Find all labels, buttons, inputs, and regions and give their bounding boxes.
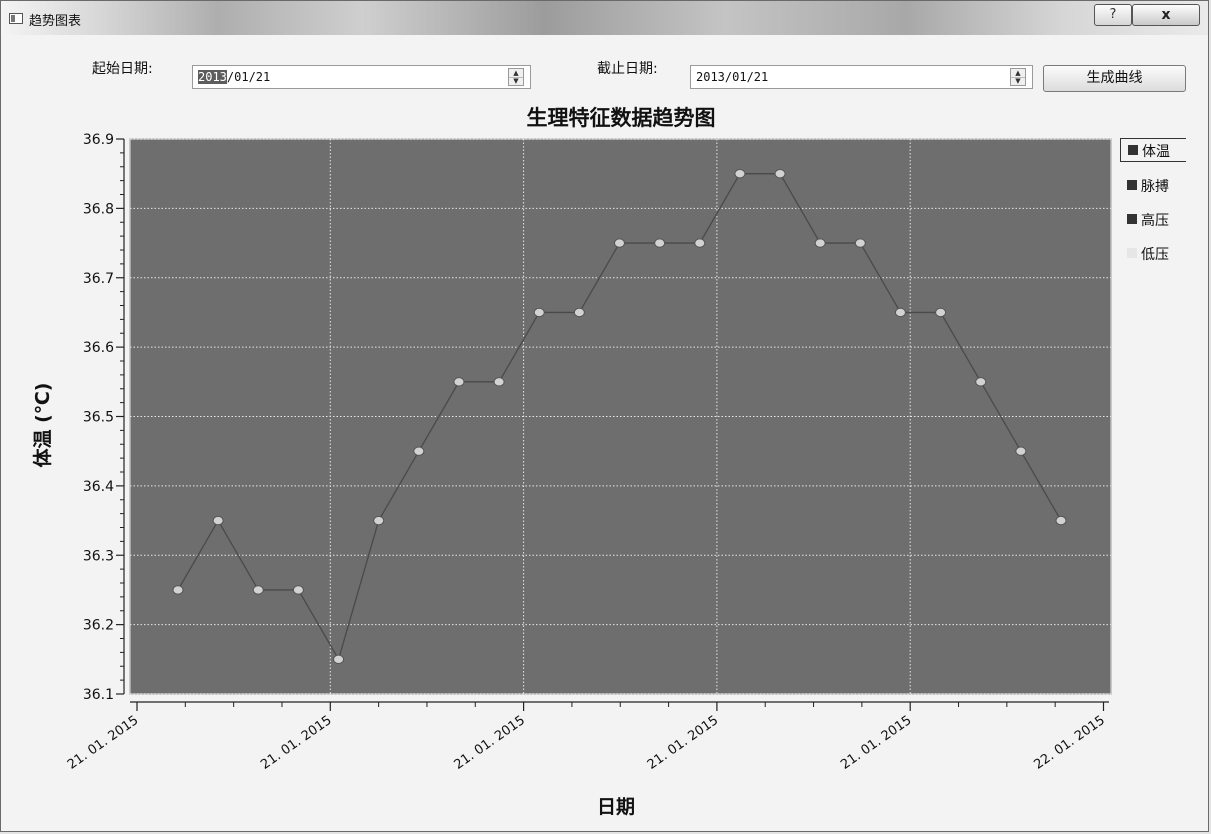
generate-curve-button[interactable]: 生成曲线	[1043, 65, 1186, 92]
spin-down-icon[interactable]: ▼	[1015, 77, 1021, 85]
legend-label: 体温	[1142, 144, 1170, 160]
x-axis-label: 日期	[597, 796, 635, 818]
help-button[interactable]: ?	[1094, 4, 1132, 26]
end-date-value: 2013/01/21	[696, 70, 769, 84]
y-tick-label: 36.7	[83, 271, 114, 287]
data-point	[1055, 515, 1067, 526]
data-point	[533, 307, 545, 318]
start-date-field[interactable]: 2013/01/21 ▲ ▼	[192, 65, 531, 89]
data-point	[333, 654, 345, 665]
y-axis-label: 体温 (℃)	[31, 383, 54, 468]
end-date-spinner[interactable]: ▲ ▼	[1010, 68, 1026, 86]
y-tick-label: 36.9	[83, 132, 114, 148]
data-point	[694, 238, 706, 248]
chart-legend: 体温 脉搏 高压 低压	[1120, 138, 1186, 276]
start-date-label: 起始日期:	[92, 61, 153, 77]
data-point	[894, 307, 906, 318]
close-button[interactable]: x	[1132, 4, 1200, 26]
legend-item[interactable]: 体温	[1120, 138, 1186, 162]
legend-label: 低压	[1141, 247, 1169, 263]
data-point	[573, 307, 585, 318]
data-point	[1015, 446, 1027, 456]
spin-up-icon[interactable]: ▲	[509, 69, 523, 78]
spin-down-icon[interactable]: ▼	[513, 77, 519, 85]
plot-area	[129, 138, 1112, 695]
legend-swatch	[1127, 180, 1137, 190]
y-tick-label: 36.1	[83, 687, 114, 703]
window-icon	[9, 13, 23, 24]
data-point	[975, 377, 987, 387]
x-tick-label: 22. 01. 2015	[1031, 713, 1107, 773]
legend-item[interactable]: 脉搏	[1120, 174, 1186, 196]
start-date-spinner[interactable]: ▲ ▼	[508, 68, 524, 86]
x-tick-label: 21. 01. 2015	[258, 713, 334, 773]
data-point	[252, 585, 264, 595]
y-tick-label: 36.5	[83, 410, 114, 426]
start-date-rest-text: /01/21	[226, 70, 271, 84]
y-tick-label: 36.4	[83, 479, 114, 495]
data-point	[614, 238, 625, 248]
spin-up-icon[interactable]: ▲	[1011, 69, 1025, 78]
x-tick-label: 21. 01. 2015	[645, 713, 721, 773]
data-point	[413, 446, 425, 456]
data-point	[734, 168, 746, 179]
data-point	[493, 377, 505, 387]
window-title: 趋势图表	[29, 14, 82, 29]
data-point	[172, 585, 184, 595]
series-line	[177, 173, 1062, 661]
legend-item[interactable]: 低压	[1120, 242, 1186, 264]
y-tick-label: 36.3	[83, 548, 114, 564]
data-point	[373, 515, 385, 526]
data-point	[935, 307, 947, 318]
legend-item[interactable]: 高压	[1120, 208, 1186, 230]
start-date-value: 2013/01/21	[198, 70, 270, 84]
x-tick-label: 21. 01. 2015	[452, 713, 528, 773]
end-date-label: 截止日期:	[597, 61, 658, 77]
legend-label: 高压	[1141, 213, 1169, 229]
start-date-selected-text: 2013	[198, 70, 227, 84]
chart-title: 生理特征数据趋势图	[526, 105, 716, 130]
y-tick-label: 36.8	[83, 201, 114, 217]
data-point	[453, 377, 465, 387]
data-point	[854, 238, 866, 248]
legend-label: 脉搏	[1141, 179, 1169, 195]
legend-swatch	[1127, 214, 1137, 224]
end-date-field[interactable]: 2013/01/21 ▲ ▼	[690, 65, 1033, 89]
x-tick-label: 21. 01. 2015	[838, 713, 914, 773]
title-bar[interactable]: 趋势图表 ? x	[1, 1, 1208, 35]
data-point	[774, 168, 786, 179]
data-point	[654, 238, 666, 248]
data-point	[814, 238, 826, 248]
data-point	[212, 515, 224, 526]
legend-swatch	[1127, 248, 1137, 258]
legend-swatch	[1128, 145, 1138, 155]
y-tick-label: 36.2	[83, 618, 114, 634]
y-tick-label: 36.6	[83, 340, 114, 356]
data-point	[292, 585, 304, 595]
x-tick-label: 21. 01. 2015	[65, 713, 141, 773]
